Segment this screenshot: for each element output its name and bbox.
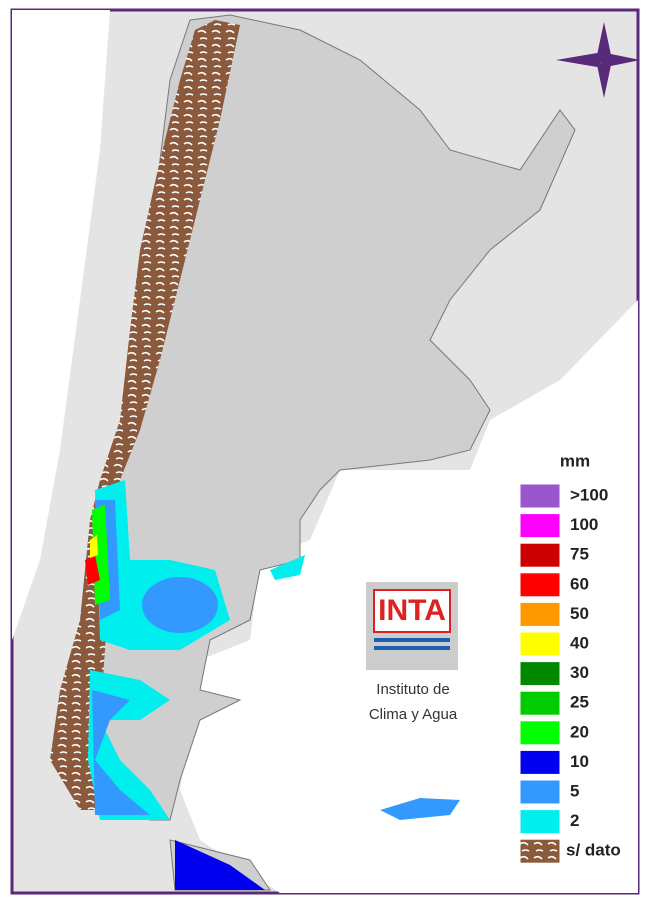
legend-label: 2 xyxy=(570,811,579,830)
legend-title: mm xyxy=(560,451,590,470)
legend: >100 100 75 60 50 40 30 25 20 10 5 2 s/ dato xyxy=(519,483,621,864)
legend-swatch xyxy=(519,809,561,835)
legend-swatch xyxy=(519,779,561,805)
legend-swatch xyxy=(519,690,561,716)
legend-label: 10 xyxy=(570,752,589,771)
pacific xyxy=(12,10,110,893)
legend-swatch xyxy=(519,749,561,775)
no-data-area xyxy=(50,20,240,810)
precip-60 xyxy=(85,555,100,585)
logo-text: INTA xyxy=(378,594,446,627)
legend-label: 25 xyxy=(570,693,589,712)
legend-swatch xyxy=(519,542,561,568)
legend-swatch xyxy=(519,661,561,687)
legend-swatch xyxy=(519,838,561,864)
logo-line xyxy=(374,638,450,642)
legend-swatch xyxy=(519,720,561,746)
legend-label: s/ dato xyxy=(566,841,621,860)
legend-label: 30 xyxy=(570,663,589,682)
compass xyxy=(556,22,640,98)
legend-label: 20 xyxy=(570,722,589,741)
legend-swatch xyxy=(519,572,561,598)
precip-10 xyxy=(175,840,265,890)
legend-label: 50 xyxy=(570,604,589,623)
legend-label: 5 xyxy=(570,781,579,800)
logo-caption: Instituto de xyxy=(376,681,449,698)
legend-swatch xyxy=(519,513,561,539)
legend-swatch xyxy=(519,483,561,509)
legend-label: 75 xyxy=(570,545,589,564)
legend-label: 40 xyxy=(570,633,589,652)
islands xyxy=(380,798,460,820)
logo-caption: Clima y Agua xyxy=(369,706,458,723)
precip-5 xyxy=(142,577,218,633)
logo-line xyxy=(374,646,450,650)
legend-swatch xyxy=(519,601,561,627)
logo-inner xyxy=(373,589,451,633)
legend-label: 60 xyxy=(570,574,589,593)
precip-40 xyxy=(90,535,98,558)
legend-swatch xyxy=(519,631,561,657)
precip-5 xyxy=(92,690,150,815)
legend-label: >100 xyxy=(570,485,608,504)
precip-2 xyxy=(270,555,305,580)
legend-label: 100 xyxy=(570,515,598,534)
